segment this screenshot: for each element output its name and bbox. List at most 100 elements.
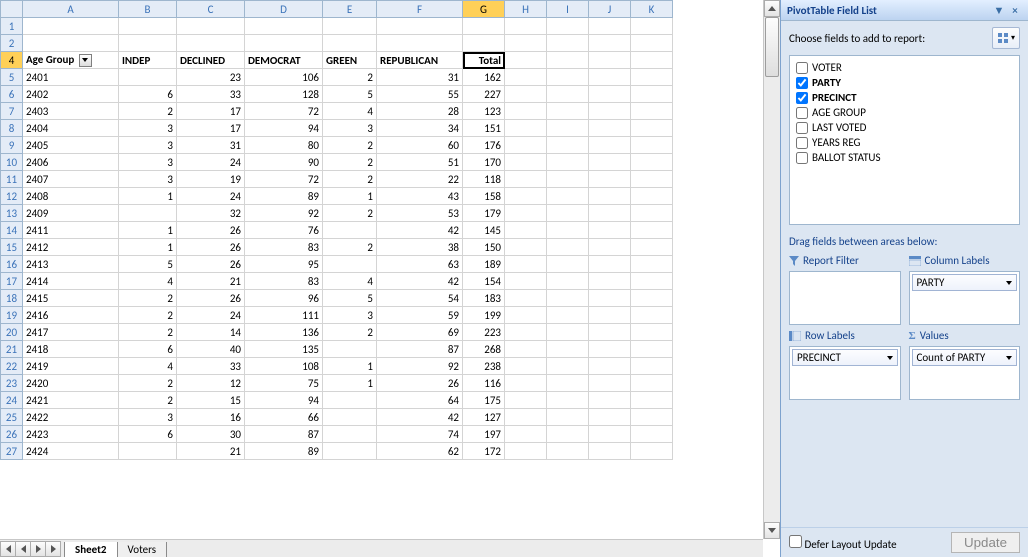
cell-K14[interactable] [631, 222, 673, 239]
cell-I18[interactable] [547, 290, 589, 307]
cell-G9[interactable]: 176 [463, 137, 505, 154]
cell-I2[interactable] [547, 35, 589, 52]
cell-K22[interactable] [631, 358, 673, 375]
col-hdr-E[interactable]: E [323, 1, 377, 18]
cell-H1[interactable] [505, 18, 547, 35]
cell-E10[interactable]: 2 [323, 154, 377, 171]
select-all-corner[interactable] [1, 1, 23, 18]
update-button[interactable]: Update [951, 532, 1020, 553]
cell-E2[interactable] [323, 35, 377, 52]
col-hdr-D[interactable]: D [245, 1, 323, 18]
cell-B2[interactable] [119, 35, 177, 52]
cell-F1[interactable] [377, 18, 463, 35]
field-years-reg[interactable]: YEARS REG [794, 135, 1015, 150]
cell-A23[interactable]: 2420 [23, 375, 119, 392]
cell-I16[interactable] [547, 256, 589, 273]
cell-C14[interactable]: 26 [177, 222, 245, 239]
column-labels-box[interactable]: PARTY [909, 271, 1021, 325]
cell-E25[interactable] [323, 409, 377, 426]
cell-G12[interactable]: 158 [463, 188, 505, 205]
row-hdr-19[interactable]: 19 [1, 307, 23, 324]
cell-C6[interactable]: 33 [177, 86, 245, 103]
cell-E1[interactable] [323, 18, 377, 35]
cell-J5[interactable] [589, 69, 631, 86]
cell-E8[interactable]: 3 [323, 120, 377, 137]
cell-E11[interactable]: 2 [323, 171, 377, 188]
cell-J16[interactable] [589, 256, 631, 273]
cell-A5[interactable]: 2401 [23, 69, 119, 86]
cell-K26[interactable] [631, 426, 673, 443]
cell-E4[interactable]: GREEN [323, 52, 377, 69]
cell-C9[interactable]: 31 [177, 137, 245, 154]
vertical-scrollbar[interactable] [763, 0, 780, 539]
cell-C17[interactable]: 21 [177, 273, 245, 290]
row-hdr-17[interactable]: 17 [1, 273, 23, 290]
cell-F16[interactable]: 63 [377, 256, 463, 273]
cell-D24[interactable]: 94 [245, 392, 323, 409]
cell-G7[interactable]: 123 [463, 103, 505, 120]
col-hdr-A[interactable]: A [23, 1, 119, 18]
cell-C22[interactable]: 33 [177, 358, 245, 375]
values-box[interactable]: Count of PARTY [909, 346, 1021, 400]
cell-J8[interactable] [589, 120, 631, 137]
cell-H18[interactable] [505, 290, 547, 307]
cell-H23[interactable] [505, 375, 547, 392]
cell-F5[interactable]: 31 [377, 69, 463, 86]
cell-H6[interactable] [505, 86, 547, 103]
cell-H10[interactable] [505, 154, 547, 171]
cell-E13[interactable]: 2 [323, 205, 377, 222]
cell-I20[interactable] [547, 324, 589, 341]
tab-nav-first[interactable] [0, 541, 16, 557]
cell-C7[interactable]: 17 [177, 103, 245, 120]
cell-B19[interactable]: 2 [119, 307, 177, 324]
cell-I10[interactable] [547, 154, 589, 171]
cell-K25[interactable] [631, 409, 673, 426]
row-labels-box[interactable]: PRECINCT [789, 346, 901, 400]
cell-F22[interactable]: 92 [377, 358, 463, 375]
cell-A19[interactable]: 2416 [23, 307, 119, 324]
cell-B23[interactable]: 2 [119, 375, 177, 392]
cell-G19[interactable]: 199 [463, 307, 505, 324]
cell-B8[interactable]: 3 [119, 120, 177, 137]
cell-G4[interactable]: Total [463, 52, 505, 69]
cell-E15[interactable]: 2 [323, 239, 377, 256]
row-hdr-10[interactable]: 10 [1, 154, 23, 171]
cell-E7[interactable]: 4 [323, 103, 377, 120]
cell-I22[interactable] [547, 358, 589, 375]
cell-G2[interactable] [463, 35, 505, 52]
cell-J20[interactable] [589, 324, 631, 341]
cell-I1[interactable] [547, 18, 589, 35]
cell-G17[interactable]: 154 [463, 273, 505, 290]
cell-H5[interactable] [505, 69, 547, 86]
cell-I26[interactable] [547, 426, 589, 443]
cell-D25[interactable]: 66 [245, 409, 323, 426]
cell-F11[interactable]: 22 [377, 171, 463, 188]
cell-J12[interactable] [589, 188, 631, 205]
cell-B16[interactable]: 5 [119, 256, 177, 273]
cell-G14[interactable]: 145 [463, 222, 505, 239]
cell-H25[interactable] [505, 409, 547, 426]
cell-D26[interactable]: 87 [245, 426, 323, 443]
field-ballot-status[interactable]: BALLOT STATUS [794, 150, 1015, 165]
cell-H19[interactable] [505, 307, 547, 324]
cell-G1[interactable] [463, 18, 505, 35]
cell-E17[interactable]: 4 [323, 273, 377, 290]
filter-dropdown-icon[interactable] [79, 54, 92, 67]
row-hdr-20[interactable]: 20 [1, 324, 23, 341]
cell-G25[interactable]: 127 [463, 409, 505, 426]
cell-E5[interactable]: 2 [323, 69, 377, 86]
cell-D17[interactable]: 83 [245, 273, 323, 290]
scroll-down-button[interactable] [764, 522, 780, 539]
cell-H4[interactable] [505, 52, 547, 69]
cell-D16[interactable]: 95 [245, 256, 323, 273]
cell-F7[interactable]: 28 [377, 103, 463, 120]
row-hdr-15[interactable]: 15 [1, 239, 23, 256]
cell-I11[interactable] [547, 171, 589, 188]
cell-D4[interactable]: DEMOCRAT [245, 52, 323, 69]
cell-I8[interactable] [547, 120, 589, 137]
row-hdr-13[interactable]: 13 [1, 205, 23, 222]
cell-H8[interactable] [505, 120, 547, 137]
cell-K1[interactable] [631, 18, 673, 35]
cell-I12[interactable] [547, 188, 589, 205]
cell-E23[interactable]: 1 [323, 375, 377, 392]
